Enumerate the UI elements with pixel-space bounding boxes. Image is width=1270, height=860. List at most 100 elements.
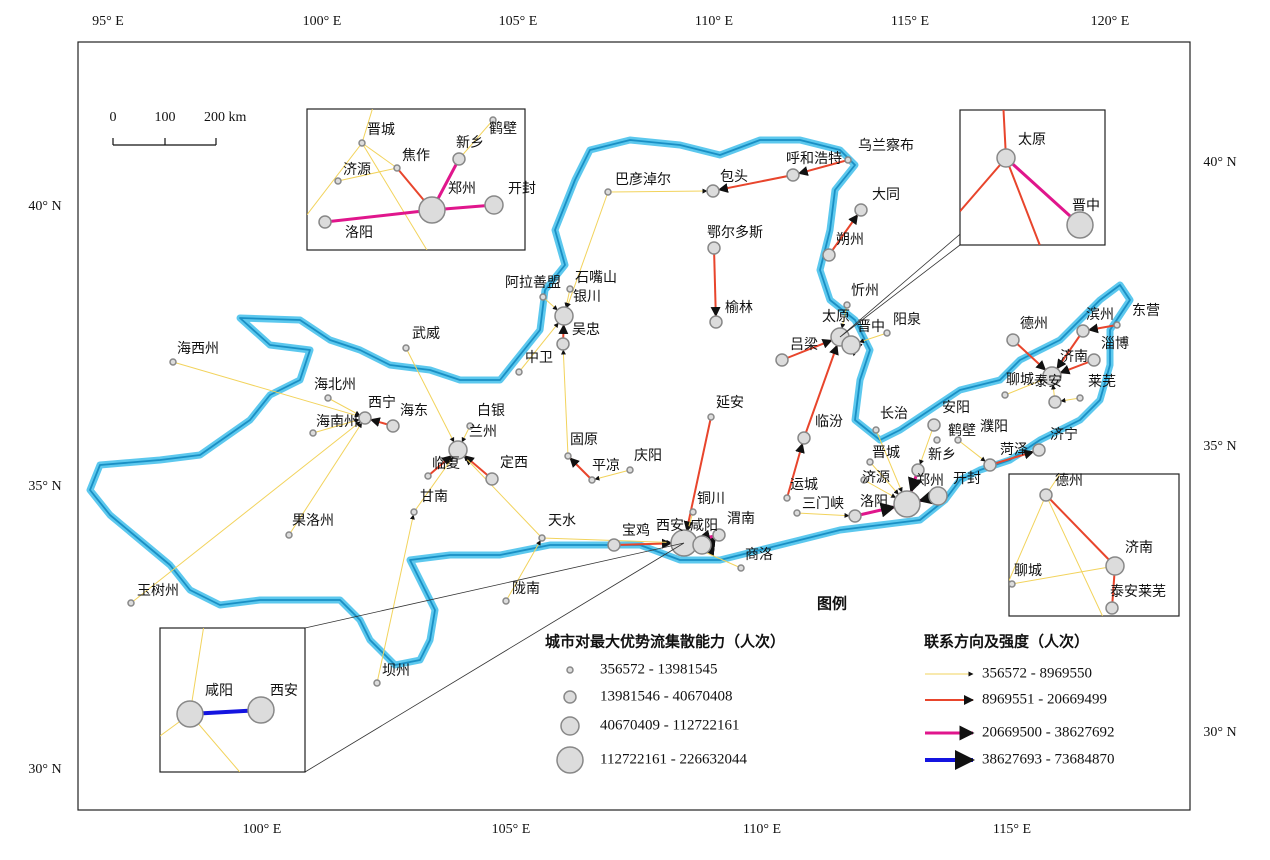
flow-link [796, 512, 850, 518]
flow-link [413, 456, 454, 513]
inset-label: 焦作 [402, 148, 430, 164]
city-node [424, 472, 432, 480]
inset-node [176, 700, 204, 728]
lon-label: 105° E [492, 822, 531, 837]
city-node [324, 394, 332, 402]
inset-node [318, 215, 332, 229]
lon-label: 120° E [1091, 14, 1130, 29]
city-label: 白银 [477, 403, 505, 419]
city-label: 平凉 [592, 458, 620, 474]
city-node [1113, 321, 1121, 329]
city-node [1042, 366, 1062, 386]
city-node [1048, 395, 1062, 409]
city-node [309, 429, 317, 437]
lon-label: 110° E [743, 822, 781, 837]
city-node [983, 458, 997, 472]
city-label: 海北州 [314, 377, 356, 393]
lat-label: 30° N [1203, 725, 1236, 740]
city-node [707, 241, 721, 255]
inset-label: 德州 [1055, 473, 1083, 489]
city-label: 延安 [716, 395, 744, 411]
city-node [927, 418, 941, 432]
flow-link [840, 304, 848, 329]
city-node [709, 315, 723, 329]
city-node [539, 293, 547, 301]
flow-link [594, 469, 631, 481]
flow-link [560, 349, 569, 457]
flow-link [288, 422, 363, 536]
city-node [1001, 391, 1009, 399]
lon-label: 100° E [243, 822, 282, 837]
city-node [604, 188, 612, 196]
city-node [786, 168, 800, 182]
city-label: 莱芜 [1088, 373, 1116, 390]
city-node [502, 597, 510, 605]
flow-link [607, 188, 708, 194]
city-node [556, 337, 570, 351]
inset-node [393, 164, 401, 172]
inset-frame [159, 627, 306, 773]
legend-node-label: 112722161 - 226632044 [600, 751, 747, 767]
lon-label: 115° E [993, 822, 1031, 837]
city-node [689, 508, 697, 516]
city-node [712, 528, 726, 542]
city-node [466, 422, 474, 430]
city-label: 晋中 [857, 319, 885, 335]
inset-node [1105, 601, 1119, 615]
legend-node-symbol [556, 746, 584, 774]
city-node [872, 426, 880, 434]
city-label: 鹤壁 [948, 423, 976, 439]
lat-label: 30° N [28, 762, 61, 777]
flow-link [989, 449, 1035, 466]
lat-label: 40° N [28, 199, 61, 214]
scale-label: 0 [110, 110, 117, 125]
city-label: 阳泉 [893, 311, 921, 328]
city-label: 石嘴山 [575, 270, 617, 286]
inset-label: 晋城 [367, 122, 395, 138]
inset-node [452, 152, 466, 166]
flow-link [1004, 378, 1045, 396]
flow-link [405, 347, 455, 443]
legend-title: 图例 [817, 594, 847, 612]
flow-link [1012, 339, 1047, 371]
inset-label: 开封 [508, 181, 536, 197]
city-label: 海东 [400, 403, 428, 419]
city-label: 忻州 [851, 283, 879, 299]
city-node [783, 494, 791, 502]
city-node [1076, 324, 1090, 338]
city-node [848, 509, 862, 523]
flow-link [566, 191, 609, 308]
inset-label: 咸阳 [205, 683, 233, 699]
inset-link [361, 142, 398, 169]
legend-link-label: 8969551 - 20669499 [982, 691, 1107, 707]
flow-link [327, 397, 361, 416]
city-label: 德州 [1020, 316, 1048, 332]
inset-link [458, 119, 494, 160]
city-label: 吴忠 [572, 322, 600, 338]
inset-link [337, 167, 398, 182]
inset-content [1009, 474, 1125, 616]
city-node [588, 476, 596, 484]
city-label: 临汾 [815, 414, 843, 430]
city-label: 包头 [720, 169, 748, 185]
city-node [954, 436, 962, 444]
flow-link [312, 418, 360, 434]
inset-node [1066, 211, 1094, 239]
inset-label: 泰安莱芜 [1110, 583, 1166, 600]
city-label: 中卫 [525, 350, 553, 366]
legend-link-label: 20669500 - 38627692 [982, 724, 1115, 740]
city-label: 三门峡 [802, 496, 844, 512]
city-label: 银川 [573, 289, 601, 305]
city-node [841, 335, 861, 355]
city-node [485, 472, 499, 486]
city-label: 庆阳 [634, 448, 662, 464]
lon-label: 110° E [695, 14, 733, 29]
city-label: 固原 [570, 433, 598, 448]
city-label: 运城 [790, 477, 818, 493]
city-label: 铜川 [697, 491, 725, 507]
city-label: 海西州 [177, 341, 219, 357]
city-label: 咸阳 [690, 518, 718, 534]
